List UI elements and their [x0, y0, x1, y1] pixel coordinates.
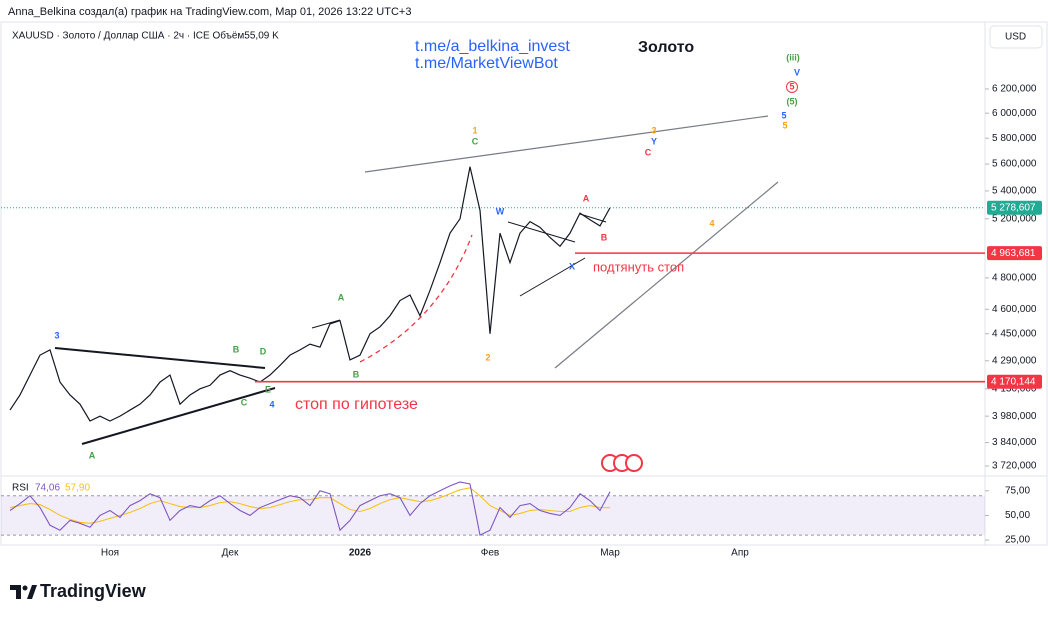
rsi-value: 74,06: [35, 483, 60, 494]
wave-label: 5: [789, 81, 794, 91]
wave-label: E: [265, 384, 271, 394]
wave-label: 4: [269, 399, 274, 409]
wave-label: 5: [781, 110, 786, 120]
wave-label: 5: [782, 120, 787, 130]
price-line: [9, 487, 611, 524]
wave-label: B: [233, 344, 240, 354]
x-tick-label: Мар: [600, 548, 620, 559]
symbol-line: XAUUSD · Золото / Доллар США · 2ч · ICE …: [12, 30, 279, 42]
price-line: [9, 166, 611, 422]
channel-link: t.me/a_belkina_invest: [415, 38, 570, 55]
y-tick-label: 25,00: [1005, 535, 1030, 546]
wave-label: A: [583, 193, 590, 203]
trend-line: [519, 257, 586, 297]
wave-label: B: [601, 232, 608, 242]
y-tick-label: 6 200,000: [992, 84, 1037, 95]
wave-label: A: [338, 292, 345, 302]
price-label-bg: [987, 374, 1042, 389]
trend-line: [364, 115, 769, 173]
brand-logo: [10, 585, 37, 599]
wave-label: 2: [485, 352, 490, 362]
wave-label: B: [353, 369, 360, 379]
wave-label: A: [89, 450, 96, 460]
x-tick-label: Фев: [481, 548, 499, 559]
channel-link: t.me/MarketViewBot: [415, 55, 558, 72]
wave-label: C: [472, 136, 479, 146]
wave-label: X: [569, 261, 575, 271]
y-tick-label: 6 000,000: [992, 108, 1037, 119]
y-tick-label: 5 200,000: [992, 213, 1037, 224]
wave-circle: [786, 81, 798, 93]
wave-label: 3: [54, 330, 59, 340]
y-tick-label: 75,00: [1005, 485, 1030, 496]
y-tick-label: 4 800,000: [992, 273, 1037, 284]
price-label: 5 278,607: [991, 202, 1036, 213]
rsi-value: 57,90: [65, 483, 90, 494]
price-label-bg: [987, 200, 1042, 215]
trend-line: [54, 347, 266, 369]
author-line: Anna_Belkina создал(а) график на Trading…: [8, 6, 411, 18]
y-tick-label: 5 400,000: [992, 186, 1037, 197]
currency[interactable]: USD: [1005, 32, 1026, 43]
y-tick-label: 3 840,000: [992, 437, 1037, 448]
price-line: [9, 481, 611, 536]
wave-label: 4: [709, 218, 714, 228]
y-tick-label: 4 290,000: [992, 355, 1037, 366]
trend-line: [507, 221, 576, 243]
x-tick-label: Апр: [731, 548, 749, 559]
rsi-band: [1, 495, 985, 536]
x-tick-label: 2026: [349, 548, 372, 559]
wave-label: W: [496, 206, 505, 216]
y-tick-label: 3 720,000: [992, 461, 1037, 472]
x-tick-label: Дек: [222, 548, 239, 559]
wave-label: 1: [472, 125, 477, 135]
event-icons: [601, 454, 643, 472]
wave-label: (5): [787, 96, 798, 106]
currency-button[interactable]: [989, 25, 1043, 49]
y-tick-label: 4 450,000: [992, 328, 1037, 339]
wave-label: (iii): [786, 52, 800, 62]
wave-label: C: [645, 147, 652, 157]
y-tick-label: 3 980,000: [992, 411, 1037, 422]
rsi-title: RSI: [12, 483, 29, 494]
price-label-bg: [987, 246, 1042, 261]
note: подтянуть стоп: [593, 259, 684, 274]
y-tick-label: 50,00: [1005, 510, 1030, 521]
y-tick-label: 4 600,000: [992, 304, 1037, 315]
wave-label: 3: [651, 125, 656, 135]
trend-line: [554, 181, 779, 369]
wave-label: D: [260, 346, 267, 356]
trend-line: [311, 319, 341, 329]
x-tick-label: Ноя: [101, 548, 119, 559]
wave-label: C: [241, 397, 248, 407]
price-label: 4 963,681: [991, 248, 1036, 259]
note: стоп по гипотезе: [295, 396, 418, 413]
wave-label: V: [794, 67, 800, 77]
trend-line: [81, 387, 276, 445]
price-label: 4 170,144: [991, 376, 1036, 387]
y-tick-label: 4 130,000: [992, 383, 1037, 394]
brand: TradingView: [40, 581, 147, 601]
y-tick-label: 5 600,000: [992, 159, 1037, 170]
wave-label: Y: [651, 136, 657, 146]
y-tick-label: 5 800,000: [992, 133, 1037, 144]
curve: [359, 234, 473, 363]
chart-title: Золото: [638, 39, 694, 56]
